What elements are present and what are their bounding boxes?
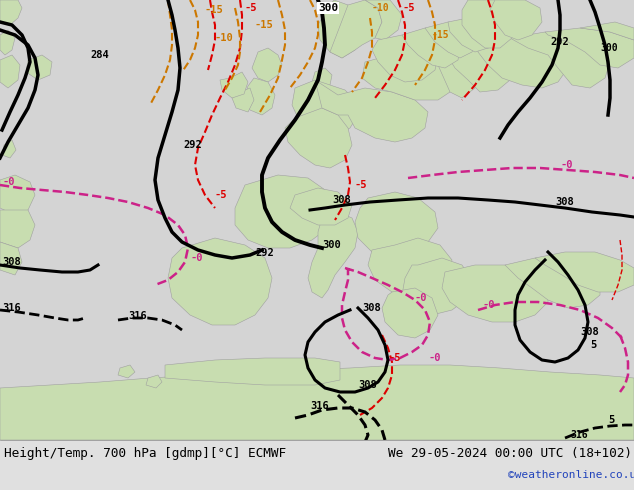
Polygon shape <box>290 188 352 225</box>
Polygon shape <box>252 48 282 82</box>
Polygon shape <box>465 15 510 48</box>
Text: -5: -5 <box>245 3 257 13</box>
Text: 316: 316 <box>570 430 588 440</box>
Text: 308: 308 <box>332 195 351 205</box>
Text: We 29-05-2024 00:00 UTC (18+102): We 29-05-2024 00:00 UTC (18+102) <box>388 446 632 460</box>
Text: 308: 308 <box>362 303 381 313</box>
Text: 5: 5 <box>590 340 596 350</box>
Text: 308: 308 <box>555 197 574 207</box>
Polygon shape <box>220 72 248 98</box>
Text: -5: -5 <box>355 180 368 190</box>
Polygon shape <box>26 55 52 80</box>
Polygon shape <box>0 175 35 215</box>
Bar <box>0 440 634 490</box>
Text: 308: 308 <box>2 257 21 267</box>
Polygon shape <box>362 55 452 100</box>
Polygon shape <box>382 288 438 338</box>
Polygon shape <box>372 35 438 82</box>
Polygon shape <box>244 78 275 115</box>
Polygon shape <box>462 0 518 48</box>
Text: Height/Temp. 700 hPa [gdmp][°C] ECMWF: Height/Temp. 700 hPa [gdmp][°C] ECMWF <box>4 446 286 460</box>
Polygon shape <box>146 375 162 388</box>
Polygon shape <box>505 258 600 308</box>
Polygon shape <box>308 212 358 298</box>
Polygon shape <box>292 80 358 138</box>
Text: 300: 300 <box>600 43 618 53</box>
Polygon shape <box>312 68 332 88</box>
Polygon shape <box>510 32 610 88</box>
Text: -15: -15 <box>432 30 450 40</box>
Text: 300: 300 <box>318 3 339 13</box>
Polygon shape <box>0 365 634 440</box>
Polygon shape <box>425 22 478 58</box>
Text: -10: -10 <box>372 3 390 13</box>
Text: 284: 284 <box>90 50 109 60</box>
Text: -0: -0 <box>190 253 202 263</box>
Text: -0: -0 <box>2 177 15 187</box>
Text: 308: 308 <box>580 327 598 337</box>
Text: -0: -0 <box>415 293 427 303</box>
Text: -0: -0 <box>560 160 573 170</box>
Polygon shape <box>0 30 15 55</box>
Text: 5: 5 <box>608 415 614 425</box>
Text: 292: 292 <box>183 140 202 150</box>
Text: ©weatheronline.co.uk: ©weatheronline.co.uk <box>508 470 634 480</box>
Text: -5: -5 <box>215 190 228 200</box>
Polygon shape <box>118 365 135 378</box>
Text: -15: -15 <box>255 20 274 30</box>
Polygon shape <box>448 18 495 52</box>
Polygon shape <box>0 55 20 88</box>
Text: 292: 292 <box>255 248 274 258</box>
Polygon shape <box>402 28 460 68</box>
Polygon shape <box>2 140 16 158</box>
Polygon shape <box>330 0 382 58</box>
Polygon shape <box>165 358 340 385</box>
Polygon shape <box>415 52 478 98</box>
Bar <box>0 0 634 440</box>
Polygon shape <box>478 38 568 88</box>
Text: -5: -5 <box>402 3 415 13</box>
Text: -5: -5 <box>388 353 401 363</box>
Text: 316: 316 <box>128 311 146 321</box>
Polygon shape <box>232 88 254 112</box>
Text: 292: 292 <box>550 37 569 47</box>
Polygon shape <box>235 175 335 248</box>
Text: 308: 308 <box>358 380 377 390</box>
Polygon shape <box>535 252 634 292</box>
Text: 316: 316 <box>310 401 329 411</box>
Text: 316: 316 <box>2 303 21 313</box>
Text: -0: -0 <box>428 353 441 363</box>
Polygon shape <box>355 192 438 258</box>
Polygon shape <box>365 0 402 40</box>
Text: -15: -15 <box>205 5 224 15</box>
Polygon shape <box>402 258 472 315</box>
Polygon shape <box>168 238 272 325</box>
Polygon shape <box>318 0 362 58</box>
Polygon shape <box>442 265 548 322</box>
Polygon shape <box>0 210 35 248</box>
Polygon shape <box>0 242 22 275</box>
Polygon shape <box>580 22 634 40</box>
Text: -0: -0 <box>482 300 495 310</box>
Polygon shape <box>0 0 22 25</box>
Polygon shape <box>285 108 352 168</box>
Polygon shape <box>490 0 542 40</box>
Polygon shape <box>368 238 452 295</box>
Polygon shape <box>545 28 634 68</box>
Text: -10: -10 <box>215 33 234 43</box>
Polygon shape <box>315 80 428 142</box>
Polygon shape <box>445 45 512 92</box>
Text: 300: 300 <box>322 240 340 250</box>
